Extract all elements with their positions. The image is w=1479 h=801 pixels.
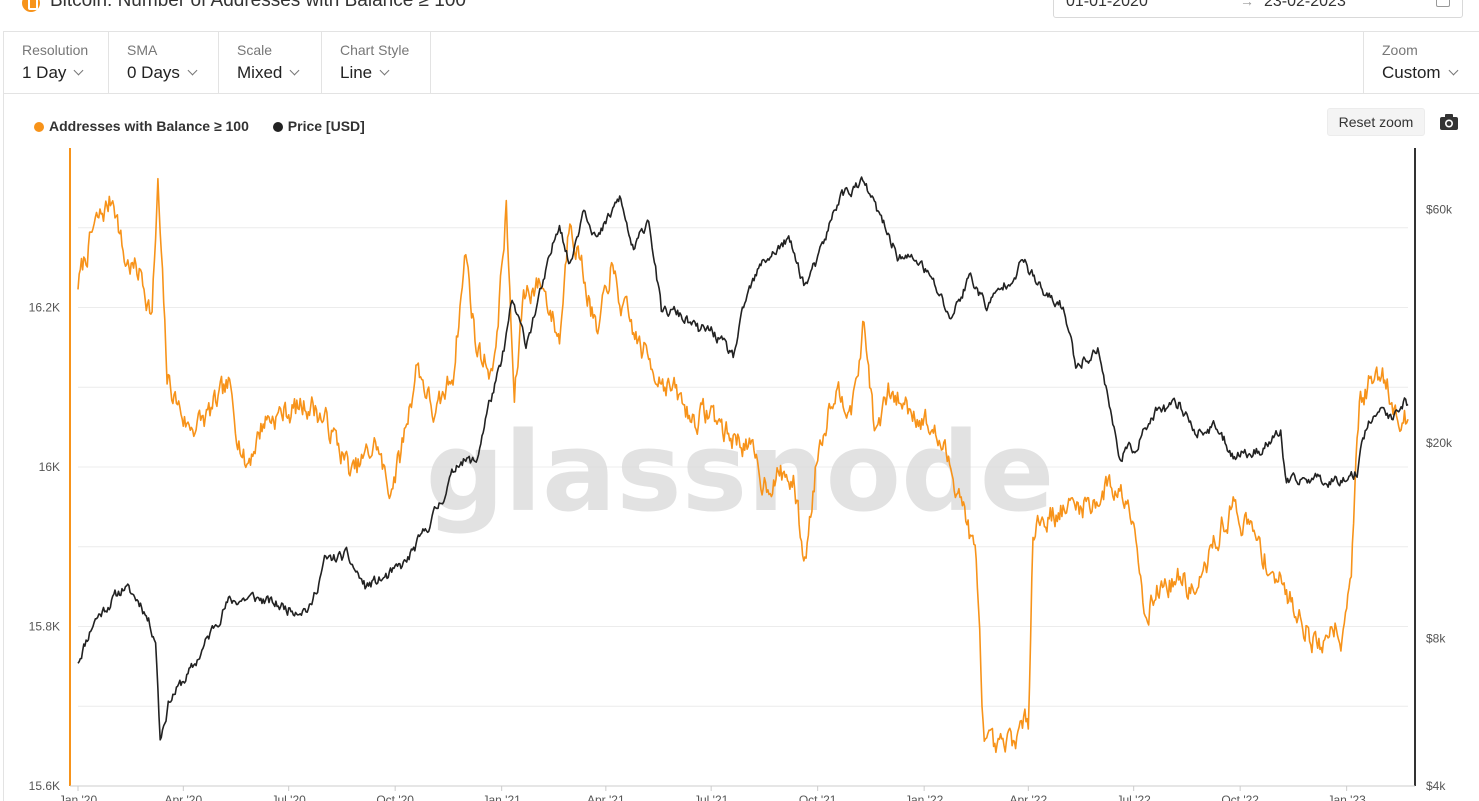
resolution-value: 1 Day: [22, 63, 67, 82]
legend-dot-black: [272, 122, 283, 132]
series-line-addresses: [77, 177, 1409, 754]
chart-style-label: Chart Style: [340, 42, 410, 58]
watermark-text: glassnode: [426, 408, 1055, 536]
chart-legend: Addresses with Balance ≥ 100 Price [USD]: [34, 118, 385, 134]
x-tick-label: Oct '21: [799, 793, 837, 801]
scale-label: Scale: [237, 42, 273, 58]
x-tick-label: Jan '20: [59, 793, 98, 801]
date-from[interactable]: 01-01-2020: [1066, 0, 1148, 10]
legend-item-addresses[interactable]: Addresses with Balance ≥ 100: [34, 118, 249, 134]
x-tick-label: Jan '21: [482, 793, 521, 801]
resolution-select[interactable]: Resolution 1 Day: [4, 32, 109, 94]
date-range-picker[interactable]: 01-01-2020 → 23-02-2023: [1053, 0, 1463, 18]
y-right-tick-label: $60k: [1426, 202, 1453, 216]
zoom-value: Custom: [1382, 63, 1441, 82]
x-tick-label: Apr '20: [165, 793, 203, 801]
x-tick-label: Jan '23: [1327, 793, 1366, 801]
y-right-tick-label: $4k: [1426, 779, 1446, 793]
bitcoin-icon: [22, 0, 40, 12]
x-tick-label: Oct '20: [376, 793, 414, 801]
legend-label-price: Price [USD]: [287, 118, 365, 134]
calendar-icon[interactable]: [1436, 0, 1450, 7]
sma-select[interactable]: SMA 0 Days: [109, 32, 219, 94]
sma-label: SMA: [127, 42, 158, 58]
x-tick-label: Apr '21: [587, 793, 625, 801]
page-title: Bitcoin: Number of Addresses with Balanc…: [50, 0, 466, 11]
x-tick-label: Jul '21: [694, 793, 729, 801]
y-left-tick-label: 15.6K: [29, 779, 60, 793]
y-right-tick-label: $20k: [1426, 436, 1453, 450]
x-tick-label: Apr '22: [1010, 793, 1048, 801]
y-left-tick-label: 16K: [39, 460, 60, 474]
sma-value: 0 Days: [127, 63, 180, 82]
legend-item-price[interactable]: Price [USD]: [272, 118, 365, 134]
chart-style-select[interactable]: Chart Style Line: [322, 32, 431, 94]
title-row: Bitcoin: Number of Addresses with Balanc…: [0, 0, 1479, 16]
zoom-select[interactable]: Zoom Custom: [1363, 32, 1479, 94]
resolution-label: Resolution: [22, 42, 89, 58]
legend-dot-orange: [34, 122, 44, 132]
series-line-price: [77, 176, 1409, 741]
x-tick-label: Jan '22: [905, 793, 944, 801]
y-right-tick-label: $8k: [1426, 631, 1446, 645]
x-tick-label: Oct '22: [1221, 793, 1259, 801]
chart-style-value: Line: [340, 63, 373, 82]
camera-icon[interactable]: [1439, 113, 1459, 131]
chart-panel: Resolution 1 Day SMA 0 Days Scale Mixed …: [3, 31, 1479, 801]
date-to[interactable]: 23-02-2023: [1264, 0, 1346, 10]
y-left-tick-label: 16.2K: [29, 301, 60, 315]
x-tick-label: Jul '20: [272, 793, 307, 801]
scale-select[interactable]: Scale Mixed: [219, 32, 322, 94]
zoom-label: Zoom: [1382, 42, 1418, 58]
y-left-tick-label: 15.8K: [29, 620, 60, 634]
arrow-right-icon: →: [1240, 0, 1254, 9]
chart-controls: Resolution 1 Day SMA 0 Days Scale Mixed …: [4, 32, 1479, 94]
scale-value: Mixed: [237, 63, 283, 82]
legend-label-addresses: Addresses with Balance ≥ 100: [49, 118, 249, 134]
reset-zoom-button[interactable]: Reset zoom: [1327, 108, 1425, 136]
x-tick-label: Jul '22: [1117, 793, 1152, 801]
